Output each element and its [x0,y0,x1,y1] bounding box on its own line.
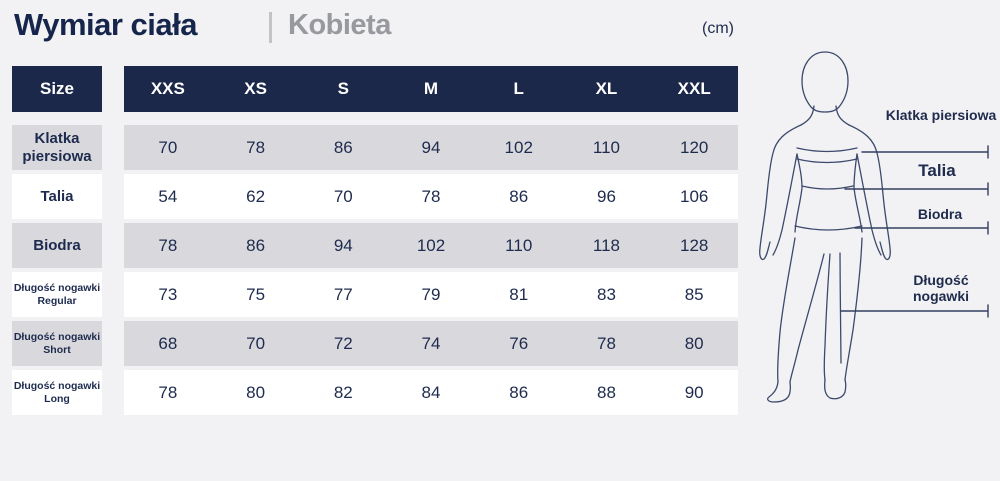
inseam-line [839,252,842,364]
table-row: 78 80 82 84 86 88 90 [124,370,738,415]
value-cell: 120 [679,137,709,157]
table-row: 70 78 86 94 102 110 120 [124,125,738,170]
value-cell: 102 [416,235,446,255]
row-label: Długość nogawki Short [12,321,102,366]
value-cell: 68 [158,333,178,353]
unit-label: (cm) [702,20,734,37]
woman-body-outline [759,51,989,403]
column-header-l: L [513,79,524,98]
column-header-xl: XL [595,79,618,98]
hip-pointer-line [854,221,989,235]
waist-line [801,185,854,190]
value-cell: 86 [246,235,266,255]
row-label-column: Klatka piersiowa Talia Biodra Długość nogawk… [12,125,102,419]
annotation-leg-length: Długość nogawki [912,272,969,304]
value-cell: 78 [596,333,616,353]
row-label: Klatka piersiowa [12,125,102,170]
row-label: Talia [12,174,102,219]
value-cell: 86 [509,382,529,402]
value-cell: 54 [158,186,178,206]
column-header-xxs: XXS [150,79,185,98]
value-cell: 76 [509,333,529,353]
value-cell: 118 [592,235,620,255]
value-cell: 102 [504,137,533,157]
value-cell: 78 [421,186,441,206]
value-cell: 73 [158,284,178,304]
chest-pointer-line [861,145,989,159]
column-header-s: S [337,79,349,98]
value-cell: 70 [246,333,266,353]
chest-line [796,147,858,153]
value-cell: 80 [246,382,266,402]
value-cell: 90 [684,382,704,402]
row-label: Biodra [12,223,102,268]
body-outline-group [759,51,891,403]
row-label: Długość nogawki Regular [12,272,102,317]
value-cell: 78 [158,382,178,402]
value-cell: 110 [592,137,620,157]
value-cell: 106 [679,186,709,206]
title-divider [269,12,272,43]
value-cell: 82 [333,382,353,402]
table-row: 68 70 72 74 76 78 80 [124,321,738,366]
head-outline [801,51,849,113]
waist-pointer-line [844,182,989,196]
value-cell: 128 [679,235,709,255]
table-row: 78 86 94 102 110 118 128 [124,223,738,268]
value-cell: 88 [596,382,616,402]
annotation-chest: Klatka piersiowa [885,107,997,123]
hip-line [794,225,863,231]
table-row: 54 62 70 78 86 96 106 [124,174,738,219]
page-subtitle-gender: Kobieta [288,9,391,41]
table-body: 70 78 86 94 102 110 120 54 62 70 78 86 96 106 78 86 94 10… [124,125,738,419]
value-cell: 72 [333,333,353,353]
measure-pointer-lines [840,145,989,318]
value-cell: 94 [421,137,441,157]
value-cell: 80 [684,333,704,353]
value-cell: 78 [158,235,178,255]
table-row: 73 75 77 79 81 83 85 [124,272,738,317]
page-title: Wymiar ciała [14,7,197,42]
annotation-waist: Talia [918,161,956,180]
annotation-hips: Biodra [917,206,963,222]
value-cell: 62 [246,186,266,206]
value-cell: 94 [333,235,353,255]
value-cell: 70 [158,137,178,157]
value-cell: 85 [684,284,704,304]
column-header-m: M [423,79,439,98]
row-label: Długość nogawki Long [12,370,102,415]
value-cell: 74 [421,333,441,353]
value-cell: 110 [505,235,533,255]
value-cell: 70 [333,186,353,206]
value-cell: 79 [421,284,441,304]
value-cell: 86 [509,186,529,206]
leg-pointer-line [840,304,989,318]
value-cell: 75 [246,284,266,304]
value-cell: 96 [596,186,616,206]
value-cell: 78 [246,137,266,157]
value-cell: 83 [596,284,616,304]
table-header-row: XXS XS S M L XL XXL [124,66,738,112]
value-cell: 86 [333,137,353,157]
value-cell: 84 [421,382,441,402]
value-cell: 81 [509,284,529,304]
column-header-xs: XS [244,79,267,98]
size-corner-header: Size [12,66,102,112]
value-cell: 77 [333,284,353,304]
column-header-xxl: XXL [677,79,711,98]
